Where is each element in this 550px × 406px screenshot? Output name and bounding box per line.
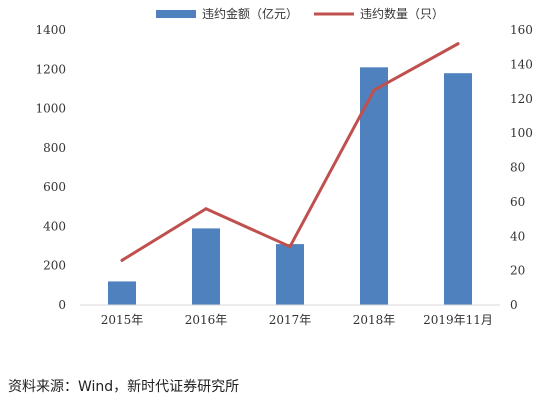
line-point <box>456 42 460 46</box>
right-tick-label: 120 <box>510 92 533 106</box>
bar <box>192 228 220 305</box>
x-tick-label: 2018年 <box>353 313 396 327</box>
left-tick-label: 400 <box>43 219 66 233</box>
legend-swatch-amount <box>156 10 196 18</box>
source-note: 资料来源：Wind，新时代证券研究所 <box>8 379 240 395</box>
right-tick-label: 0 <box>510 298 518 312</box>
bar-series-amount <box>108 67 472 305</box>
legend: 违约金额（亿元） 违约数量（只） <box>156 6 444 21</box>
right-tick-label: 60 <box>510 195 525 209</box>
line-point <box>204 207 208 211</box>
bar <box>360 67 388 305</box>
left-tick-label: 1200 <box>35 62 66 76</box>
bar <box>108 281 136 305</box>
x-tick-label: 2016年 <box>185 313 228 327</box>
left-tick-label: 0 <box>58 298 66 312</box>
right-tick-label: 80 <box>510 161 525 175</box>
left-tick-label: 200 <box>43 259 66 273</box>
legend-label-count: 违约数量（只） <box>360 6 444 21</box>
x-tick-label: 2017年 <box>269 313 312 327</box>
left-tick-label: 800 <box>43 141 66 155</box>
left-tick-label: 1400 <box>35 23 66 37</box>
line-point <box>372 88 376 92</box>
left-tick-label: 1000 <box>35 102 66 116</box>
line-point <box>120 258 124 262</box>
right-tick-label: 20 <box>510 264 525 278</box>
left-axis-ticks: 0 200 400 600 800 1000 1200 1400 <box>35 23 66 312</box>
right-tick-label: 160 <box>510 23 533 37</box>
count-line <box>120 42 460 262</box>
right-axis-ticks: 0 20 40 60 80 100 120 140 160 <box>510 23 533 312</box>
combo-chart: 违约金额（亿元） 违约数量（只） 02004006008001000120014… <box>35 6 533 327</box>
x-axis-ticks: 2015年 2016年 2017年 2018年 2019年11月 <box>101 313 493 327</box>
x-tick-label: 2015年 <box>101 313 144 327</box>
bar <box>276 244 304 305</box>
left-tick-label: 600 <box>43 180 66 194</box>
right-tick-label: 40 <box>510 229 525 243</box>
line-series-count <box>120 42 460 262</box>
right-tick-label: 140 <box>510 57 533 71</box>
legend-label-amount: 违约金额（亿元） <box>202 6 298 21</box>
line-point <box>288 245 292 249</box>
x-tick-label: 2019年11月 <box>423 313 493 327</box>
bar <box>444 73 472 305</box>
right-tick-label: 100 <box>510 126 533 140</box>
